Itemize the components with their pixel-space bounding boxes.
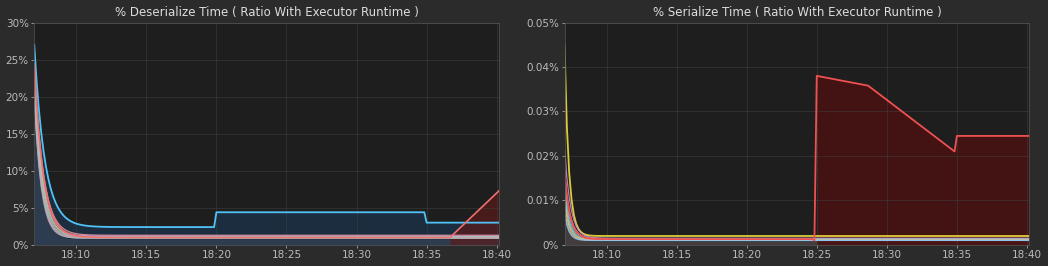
Title: % Serialize Time ( Ratio With Executor Runtime ): % Serialize Time ( Ratio With Executor R… [653, 6, 941, 19]
Title: % Deserialize Time ( Ratio With Executor Runtime ): % Deserialize Time ( Ratio With Executor… [114, 6, 418, 19]
